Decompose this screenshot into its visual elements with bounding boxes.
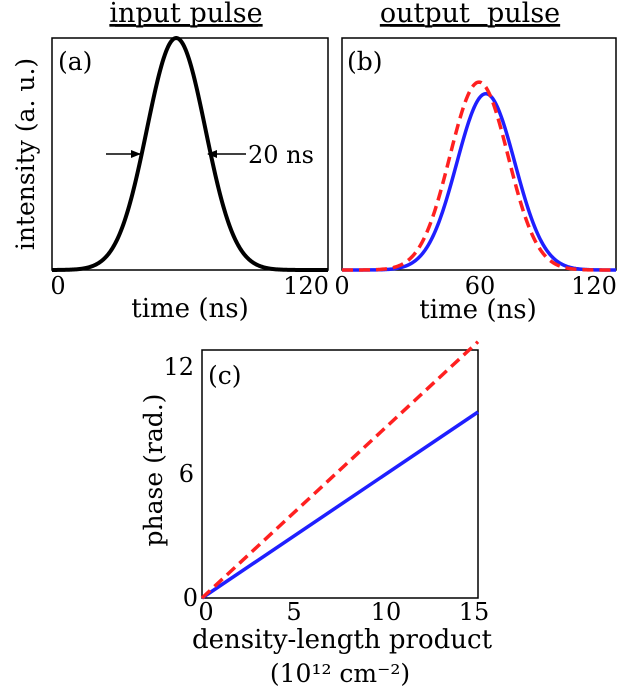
panel-a-ylabel: intensity (a. u.) [11,58,40,250]
panel-b-series-0-line [341,91,617,272]
panel-b-title: output pulse [380,0,560,29]
panel-b-xtick-0: 0 [334,272,349,300]
panel-c-label: (c) [208,361,242,390]
panel-a-xtick-0: 0 [50,272,65,300]
fwhm-arrowhead-right [207,150,217,158]
panel-b-xtick-120: 120 [571,272,617,300]
panel-b-series-1-line [341,80,617,272]
panel-a: input pulse (a) intensity (a. u.) 0 120 … [11,0,329,324]
panel-c-ytick-0: 0 [183,584,198,612]
panel-c-xtick-0: 0 [198,598,213,626]
panel-c-xtick-10: 10 [371,598,402,626]
panel-c-plot [200,340,480,600]
panel-b-xtick-60: 60 [465,272,496,300]
fwhm-annotation: 20 ns [248,141,314,169]
panel-b-label: (b) [347,47,383,76]
panel-a-label: (a) [58,47,92,76]
panel-b-plot [341,80,617,272]
panel-c-xlabel: density-length product [192,625,493,655]
panel-c-xtick-5: 5 [286,598,301,626]
fwhm-arrowhead-left [131,150,141,158]
panel-c-xlabel-unit: (10¹² cm⁻²) [270,659,410,688]
panel-c: (c) 12 6 0 phase (rad.) 0 5 10 15 densit… [139,340,493,688]
panel-a-plot [51,36,329,272]
panel-a-xlabel: time (ns) [131,294,248,324]
panel-c-ytick-6: 6 [179,460,194,488]
panel-c-series-0-line [201,410,479,600]
panel-c-xtick-15: 15 [459,598,490,626]
panel-b-frame [341,37,617,271]
panel-a-title: input pulse [109,0,262,29]
panel-a-series-0-line [51,36,329,272]
panel-a-xtick-120: 120 [283,272,329,300]
panel-b: output pulse (b) 0 60 120 time (ns) [334,0,617,325]
panel-c-frame [201,349,479,599]
panel-b-xlabel: time (ns) [419,295,536,325]
panel-c-ylabel: phase (rad.) [139,394,168,547]
panel-a-frame [51,37,329,271]
panel-c-series-1-line [200,340,480,600]
panel-c-ytick-12: 12 [163,353,194,381]
